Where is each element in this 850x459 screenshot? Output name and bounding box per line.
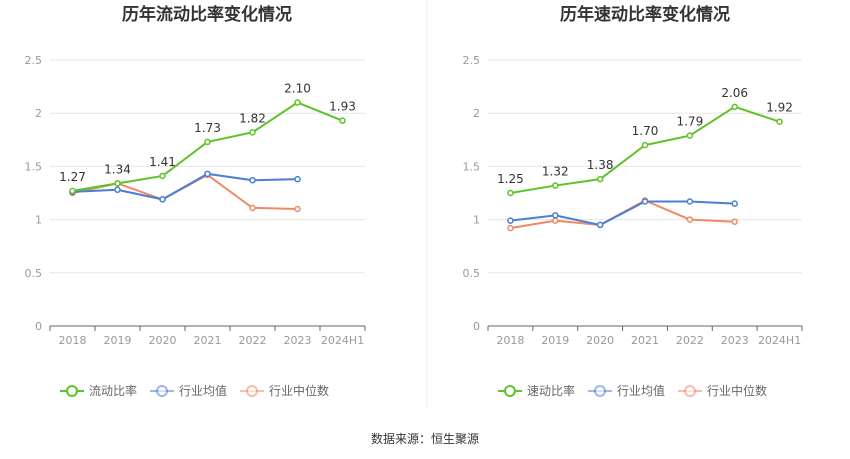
y-tick-label: 2 bbox=[35, 107, 42, 120]
y-tick-label: 0 bbox=[473, 320, 480, 333]
legend-circle-icon bbox=[504, 385, 516, 397]
legend-circle-icon bbox=[594, 385, 606, 397]
data-label: 1.41 bbox=[149, 155, 176, 169]
data-point bbox=[596, 221, 604, 229]
data-point bbox=[552, 217, 559, 224]
data-point bbox=[596, 175, 604, 183]
data-point bbox=[159, 196, 166, 203]
x-tick-label: 2018 bbox=[496, 334, 524, 347]
legend-label: 行业中位数 bbox=[269, 383, 329, 398]
x-tick-label: 2023 bbox=[721, 334, 749, 347]
data-point bbox=[114, 180, 121, 187]
data-point bbox=[69, 187, 76, 195]
legend-item-main-series[interactable]: 速动比率 bbox=[498, 383, 575, 398]
legend-label: 行业均值 bbox=[179, 383, 227, 398]
data-label: 1.92 bbox=[766, 101, 793, 115]
x-tick-label: 2018 bbox=[59, 334, 87, 347]
x-tick-label: 2020 bbox=[586, 334, 614, 347]
x-tick-label: 2019 bbox=[104, 334, 132, 347]
data-point bbox=[249, 176, 256, 184]
data-label: 2.06 bbox=[721, 86, 748, 100]
data-point bbox=[204, 170, 211, 178]
y-tick-label: 0.5 bbox=[25, 267, 43, 280]
chart-title: 历年流动比率变化情况 bbox=[122, 4, 292, 25]
x-tick-label: 2020 bbox=[149, 334, 177, 347]
current-ratio-chart: 历年流动比率变化情况 0 0.5 1 1.5 2 2.5 2018 2019 2020 2021 20… bbox=[25, 4, 366, 398]
legend-label: 流动比率 bbox=[89, 383, 137, 398]
x-tick-label: 2021 bbox=[631, 334, 659, 347]
x-tick-label: 2022 bbox=[676, 334, 704, 347]
data-label: 1.70 bbox=[632, 124, 659, 138]
y-tick-label: 1 bbox=[35, 214, 42, 227]
x-tick-label: 2019 bbox=[541, 334, 569, 347]
y-tick-label: 2.5 bbox=[25, 54, 43, 67]
legend-item-main-series[interactable]: 流动比率 bbox=[60, 383, 137, 398]
data-point bbox=[507, 189, 514, 197]
data-point bbox=[507, 217, 514, 224]
chart-title: 历年速动比率变化情况 bbox=[560, 4, 730, 25]
legend-circle-icon bbox=[66, 385, 78, 397]
legend-circle-icon bbox=[684, 385, 696, 397]
data-label: 1.34 bbox=[104, 162, 131, 176]
legend-item-industry-average[interactable]: 行业均值 bbox=[588, 383, 665, 398]
data-point bbox=[552, 182, 559, 189]
data-point bbox=[731, 200, 738, 207]
data-point bbox=[731, 103, 738, 111]
data-point bbox=[552, 212, 559, 219]
x-tick-label: 2023 bbox=[284, 334, 312, 347]
data-point bbox=[249, 204, 256, 212]
data-point bbox=[507, 224, 514, 232]
legend-item-industry-median[interactable]: 行业中位数 bbox=[240, 383, 329, 398]
data-point bbox=[204, 138, 211, 146]
y-tick-label: 1.5 bbox=[463, 160, 481, 173]
series-line-industry-average bbox=[510, 200, 735, 226]
legend-label: 行业均值 bbox=[617, 383, 665, 398]
legend-item-industry-average[interactable]: 行业均值 bbox=[150, 383, 227, 398]
series-line-main-series bbox=[510, 105, 780, 194]
data-label: 1.38 bbox=[587, 158, 614, 172]
data-label: 1.32 bbox=[542, 165, 569, 179]
legend-label: 速动比率 bbox=[527, 383, 575, 398]
y-tick-label: 1 bbox=[473, 214, 480, 227]
series-line-industry-average bbox=[72, 172, 298, 201]
data-point bbox=[686, 132, 694, 139]
data-label: 2.10 bbox=[284, 82, 311, 96]
data-point bbox=[249, 129, 256, 136]
data-point bbox=[686, 216, 694, 223]
legend-label: 行业中位数 bbox=[707, 383, 767, 398]
data-label: 1.79 bbox=[676, 115, 703, 129]
data-source-note: 数据来源：恒生聚源 bbox=[371, 431, 479, 446]
y-tick-label: 2 bbox=[473, 107, 480, 120]
data-label: 1.27 bbox=[59, 170, 86, 184]
x-tick-label: 2024H1 bbox=[321, 334, 364, 347]
data-point bbox=[641, 198, 649, 205]
x-tick-label: 2024H1 bbox=[758, 334, 801, 347]
x-tick-label: 2021 bbox=[194, 334, 222, 347]
data-point bbox=[294, 175, 301, 183]
legend-circle-icon bbox=[246, 385, 258, 397]
data-point bbox=[114, 186, 121, 194]
y-tick-label: 0.5 bbox=[463, 267, 481, 280]
data-point bbox=[686, 198, 694, 205]
y-tick-label: 2.5 bbox=[463, 54, 481, 67]
legend-item-industry-median[interactable]: 行业中位数 bbox=[678, 383, 767, 398]
x-tick-label: 2022 bbox=[239, 334, 267, 347]
data-label: 1.93 bbox=[329, 100, 356, 114]
data-point bbox=[294, 99, 301, 106]
quick-ratio-chart: 历年速动比率变化情况 0 0.5 1 1.5 2 2.5 2018 2019 2020 2021 20… bbox=[463, 4, 803, 398]
data-label: 1.25 bbox=[497, 172, 524, 186]
data-point bbox=[294, 205, 301, 213]
data-label: 1.82 bbox=[239, 111, 266, 125]
data-point bbox=[339, 117, 346, 124]
legend-circle-icon bbox=[156, 385, 168, 397]
data-point bbox=[731, 218, 738, 225]
data-point bbox=[159, 172, 166, 180]
y-tick-label: 0 bbox=[35, 320, 42, 333]
data-point bbox=[776, 118, 783, 125]
data-label: 1.73 bbox=[194, 121, 221, 135]
y-tick-label: 1.5 bbox=[25, 160, 43, 173]
data-point bbox=[641, 141, 649, 149]
